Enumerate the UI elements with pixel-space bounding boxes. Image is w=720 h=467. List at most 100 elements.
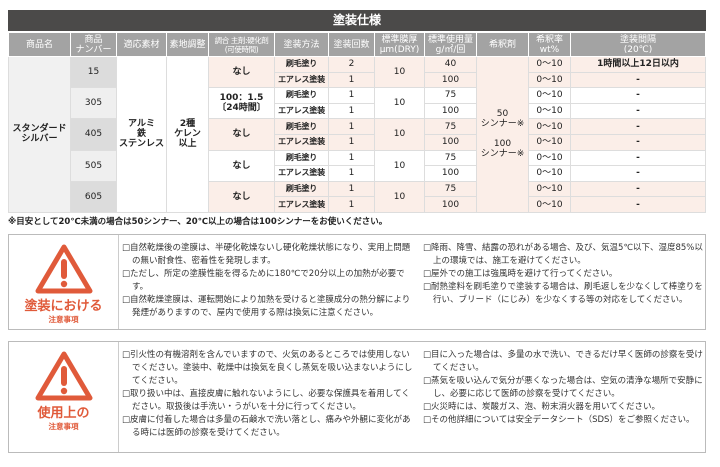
coating-method: 刷毛塗り: [274, 149, 329, 167]
table-row: エアレス塗装 1 100 0〜10-: [9, 196, 706, 213]
surface-prep: 2種 ケレン 以上: [166, 56, 209, 213]
table-row: エアレス塗装 1 100 0〜10-: [9, 102, 706, 120]
table-title: 塗装仕様: [8, 10, 706, 31]
caution-item: □目に入った場合は、多量の水で洗い、できるだけ早く医師の診察を受けてください。: [423, 349, 703, 373]
caution-item: □引火性の有機溶剤を含んでいますので、火気のあるところでは使用しないでください。…: [122, 349, 413, 386]
coating-method: 刷毛塗り: [274, 180, 329, 198]
mix-ratio: なし: [208, 118, 275, 151]
caution-item: □自然乾燥後の塗膜は、半硬化乾燥ないし硬化乾燥状態になり、実用上問題の無い耐食性…: [122, 242, 411, 266]
usage-amount: 100: [424, 196, 477, 213]
mix-ratio: なし: [208, 180, 275, 213]
warning-triangle-icon: [35, 351, 92, 401]
coat-count: 1: [328, 133, 375, 151]
column-header: 調合 主剤:硬化剤 (可使時間): [208, 32, 275, 57]
caution-item: □耐熱塗料を刷毛塗りで塗装する場合は、刷毛返しを少なくして棒塗りを行い、ブリード…: [423, 281, 703, 305]
caution-subtitle: 注意事項: [48, 421, 79, 431]
column-header: 塗装回数: [328, 32, 375, 57]
mix-ratio: なし: [208, 55, 275, 89]
warning-panel: 使用上の 注意事項: [9, 341, 119, 452]
product-number: 505: [70, 149, 117, 182]
dilution-rate: 0〜10: [528, 71, 571, 89]
caution-list-left: □引火性の有機溶剤を含んでいますので、火気のあるところでは使用しないでください。…: [122, 342, 417, 452]
table-row: スタンダード シルバー 15 アルミ鉄ステンレス 2種 ケレン 以上 なし 刷毛塗り 2 10 40 5…: [8, 55, 706, 213]
usage-amount: 75: [424, 180, 477, 198]
coat-count: 2: [328, 56, 375, 73]
coating-method: エアレス塗装: [274, 102, 329, 120]
mix-ratio: 100：1.5 〔24時間〕: [208, 87, 275, 120]
film-thickness: 10: [374, 180, 425, 213]
usage-amount: 75: [424, 87, 477, 104]
caution-list-right: □降雨、降雪、結露の恐れがある場合、及び、気温5℃以下、湿度85%以上の環境では…: [423, 235, 705, 329]
usage-amount: 100: [424, 102, 477, 120]
caution-list-right: □目に入った場合は、多量の水で洗い、できるだけ早く医師の診察を受けてください。 □…: [423, 342, 705, 452]
usage-amount: 100: [424, 133, 477, 151]
mix-ratio: なし: [208, 149, 275, 182]
caution-item: □屋外での施工は強風時を避けて行ってください。: [423, 268, 618, 279]
product-number: 305: [70, 87, 117, 120]
coating-interval: -: [570, 196, 706, 213]
column-header: 塗装間隔 (20℃): [570, 32, 706, 57]
table-row: 405 なし 刷毛塗り 1 10 75 0〜10-: [9, 118, 706, 151]
column-header: 標準使用量 g/㎡/回: [424, 32, 477, 57]
coating-method: 刷毛塗り: [274, 56, 329, 73]
usage-amount: 100: [424, 165, 477, 182]
caution-item: □取り扱い中は、直接皮膚に触れないようにし、必要な保護具を着用してください。取扱…: [122, 388, 410, 412]
coat-count: 1: [328, 180, 375, 198]
coat-count: 1: [328, 87, 375, 104]
coating-interval: -: [570, 118, 706, 135]
caution-item: □火災時には、炭酸ガス、泡、粉末消火器を用いてください。: [423, 401, 661, 412]
coating-method: エアレス塗装: [274, 196, 329, 213]
warning-triangle-icon: [35, 244, 92, 294]
column-header: 商品名: [8, 32, 71, 57]
coat-count: 1: [328, 165, 375, 182]
coating-interval: -: [570, 87, 706, 104]
coating-method: エアレス塗装: [274, 133, 329, 151]
coating-interval: -: [570, 165, 706, 182]
coating-method: 刷毛塗り: [274, 118, 329, 135]
spec-table: 商品名 商品 ナンバー 適応素材 素地調整 調合 主剤:硬化剤 (可使時間) 塗装方法 塗装回数…: [8, 32, 706, 213]
material: アルミ鉄ステンレス: [116, 56, 167, 213]
coating-method: エアレス塗装: [274, 71, 329, 89]
column-header: 商品 ナンバー: [70, 32, 117, 57]
column-header: 希釈剤: [476, 32, 529, 57]
caution-item: □ただし、所定の塗膜性能を得るために180℃で20分以上の加熱が必要です。: [122, 268, 405, 292]
caution-item: □皮膚に付着した場合は多量の石鹸水で洗い落とし、痛みや外観に変化がある時には医師…: [122, 414, 411, 438]
table-row: 605 なし 刷毛塗り 1 10 75 0〜10-: [9, 180, 706, 213]
usage-amount: 40: [424, 56, 477, 73]
thinner: 50 シンナー※ 100 シンナー※: [476, 56, 529, 213]
coat-count: 1: [328, 196, 375, 213]
caution-item: □自然乾燥塗膜は、運転開始により加熱を受けると塗膜成分の熱分解により発煙がありま…: [122, 294, 411, 318]
film-thickness: 10: [374, 55, 425, 89]
page: 塗装仕様 商品名 商品 ナンバー 適応素材 素地調整 調合 主剤:硬化剤 (可使時間) 塗装方…: [8, 10, 706, 453]
dilution-rate: 0〜10: [528, 149, 571, 167]
warning-panel: 塗装における 注意事項: [9, 234, 119, 329]
coating-interval: -: [570, 102, 706, 120]
caution-list-left: □自然乾燥後の塗膜は、半硬化乾燥ないし硬化乾燥状態になり、実用上問題の無い耐食性…: [122, 235, 417, 329]
caution-item: □その他詳細については安全データシート（SDS）をご参照ください。: [423, 414, 695, 425]
usage-caution-box: 使用上の 注意事項 □引火性の有機溶剤を含んでいますので、火気のあるところでは使…: [8, 340, 706, 453]
column-header: 適応素材: [116, 32, 167, 57]
caution-subtitle: 注意事項: [48, 314, 79, 324]
coating-method: 刷毛塗り: [274, 87, 329, 104]
film-thickness: 10: [374, 87, 425, 120]
table-row: エアレス塗装 1 100 0〜10-: [9, 165, 706, 182]
dilution-rate: 0〜10: [528, 133, 571, 151]
coating-interval: -: [570, 133, 706, 151]
product-number: 15: [70, 55, 117, 89]
product-number: 405: [70, 118, 117, 151]
column-header: 標準膜厚 μm(DRY): [374, 32, 425, 57]
usage-amount: 100: [424, 71, 477, 89]
coating-interval: -: [570, 149, 706, 167]
dilution-rate: 0〜10: [528, 102, 571, 120]
dilution-rate: 0〜10: [528, 56, 571, 73]
product-number: 605: [70, 180, 117, 213]
caution-item: □降雨、降雪、結露の恐れがある場合、及び、気温5℃以下、湿度85%以上の環境では…: [423, 242, 703, 266]
caution-title: 使用上の: [37, 405, 90, 421]
table-row: 505 なし 刷毛塗り 1 10 75 0〜10-: [9, 149, 706, 182]
coat-count: 1: [328, 102, 375, 120]
table-row: エアレス塗装 1 100 0〜10-: [9, 133, 706, 151]
coating-interval: -: [570, 71, 706, 89]
footnote: ※目安として20℃未満の場合は50シンナー、20℃以上の場合は100シンナーをお…: [8, 216, 388, 227]
table-row: 305 100：1.5 〔24時間〕 刷毛塗り 1 10 75 0〜10-: [9, 87, 706, 120]
header-row: 商品名 商品 ナンバー 適応素材 素地調整 調合 主剤:硬化剤 (可使時間) 塗装方法 塗装回数…: [8, 32, 706, 57]
